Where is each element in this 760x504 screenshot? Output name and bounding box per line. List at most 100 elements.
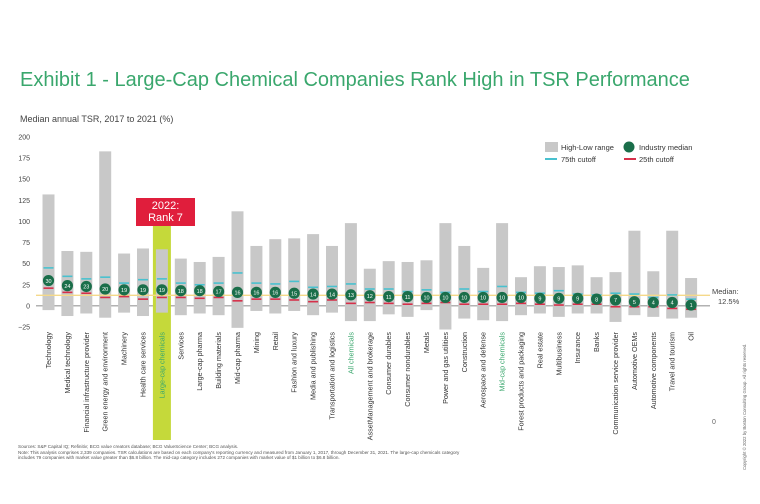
range-bar-real-estate — [533, 266, 546, 314]
legend-range-label: High-Low range — [561, 143, 614, 152]
median-value-consumer-durables: 11 — [386, 295, 392, 301]
x-label-services: Services — [176, 332, 185, 360]
x-label-large-cap-chemicals: Large-cap chemicals — [157, 332, 166, 399]
x-label-automotive-components: Automotive components — [649, 332, 658, 410]
median-value-all-chemicals: 13 — [348, 293, 354, 299]
median-value-large-cap-pharma: 18 — [197, 289, 203, 295]
source-notes: Sources: S&P Capital IQ; Refinitiv; BCG … — [18, 444, 658, 461]
legend-range-swatch — [545, 142, 558, 152]
rank-callout-line2: Rank 7 — [148, 212, 183, 224]
median-value-automotive-components: 4 — [652, 301, 655, 307]
median-dot-retail — [269, 286, 281, 298]
median-dot-travel-and-tourism — [666, 296, 678, 309]
median-dot-large-cap-chemicals — [156, 284, 168, 296]
median-value-construction: 10 — [461, 296, 467, 302]
range-bar-insurance — [571, 265, 584, 314]
median-value-green-energy-and-environment: 20 — [102, 287, 108, 293]
x-label-forest-products-and-packaging: Forest products and packaging — [517, 332, 526, 431]
copyright: Copyright © 2022 by Boston Consulting Gr… — [742, 343, 747, 470]
median-dot-large-cap-pharma — [194, 285, 206, 297]
rank-callout-box — [136, 198, 195, 226]
range-bar-large-cap-chemicals — [155, 249, 168, 313]
y-tick-label: 25 — [22, 282, 30, 289]
x-label-retail: Retail — [271, 332, 280, 351]
median-dot-multibusiness — [553, 292, 565, 304]
notes-line-1: Sources: S&P Capital IQ; Refinitiv; BCG … — [18, 444, 239, 449]
range-bar-travel-and-tourism — [666, 230, 679, 319]
notes-line-2: Note: This analysis comprises 2,339 comp… — [18, 449, 460, 455]
median-value-transportation-and-logistics: 14 — [329, 292, 335, 298]
x-label-large-cap-pharma: Large-cap pharma — [195, 332, 204, 391]
range-bar-construction — [458, 245, 471, 319]
median-value-services: 18 — [178, 289, 184, 295]
x-label-aerospace-and-defense: Aerospace and defense — [479, 332, 488, 408]
median-dot-banks — [591, 293, 603, 305]
legend-p25-label: 25th cutoff — [639, 155, 675, 164]
y-tick-label: 125 — [18, 198, 30, 205]
median-value-technology: 30 — [45, 279, 51, 285]
median-value-travel-and-tourism: 4 — [671, 301, 674, 307]
median-value-health-care-services: 19 — [140, 288, 146, 294]
median-dot-mining — [250, 286, 262, 298]
median-dot-technology — [42, 274, 55, 287]
x-label-banks: Banks — [592, 332, 601, 352]
range-bar-consumer-nondurables — [401, 261, 414, 317]
x-label-building-materials: Building materials — [214, 332, 223, 389]
x-label-travel-and-tourism: Travel and tourism — [668, 332, 677, 391]
median-value-fashion-and-luxury: 15 — [291, 291, 297, 297]
y-tick-label: 175 — [18, 156, 30, 163]
median-dot-forest-products-and-packaging — [515, 291, 527, 304]
rank-callout-line1: 2022: — [152, 200, 180, 212]
median-dot-insurance — [572, 292, 584, 304]
y-tick-label: −25 — [18, 325, 30, 332]
notes-line-3: includes 79 companies with market value … — [18, 455, 340, 461]
median-value-automotive-oems: 5 — [633, 300, 636, 306]
x-label-medical-technology: Medical technology — [63, 332, 72, 394]
median-dot-consumer-nondurables — [402, 291, 414, 303]
y-tick-label: 200 — [18, 135, 30, 142]
median-value-large-cap-chemicals: 19 — [159, 288, 165, 294]
median-label-line2: 12.5% — [718, 297, 740, 306]
median-value-oil: 1 — [690, 303, 693, 309]
x-label-mining: Mining — [252, 332, 261, 353]
x-label-fashion-and-luxury: Fashion and luxury — [290, 332, 299, 393]
median-label-line1: Median: — [712, 287, 739, 296]
median-value-forest-products-and-packaging: 10 — [518, 296, 524, 302]
median-dot-automotive-components — [647, 296, 659, 309]
page-title: Exhibit 1 - Large-Cap Chemical Companies… — [20, 69, 690, 91]
median-dot-fashion-and-luxury — [288, 287, 300, 299]
x-axis-labels: Technology Medical technology Financial in… — [44, 331, 696, 440]
x-label-automotive-oems: Automotive OEMs — [630, 332, 639, 390]
median-dot-construction — [458, 291, 470, 304]
median-value-banks: 8 — [595, 297, 598, 303]
x-label-consumer-nondurables: Consumer nondurables — [403, 332, 412, 407]
range-bar-transportation-and-logistics — [326, 245, 338, 313]
range-bar-mid-cap-chemicals — [496, 223, 509, 322]
page-number: 0 — [712, 419, 716, 426]
range-bar-mining — [250, 245, 263, 311]
median-dot-health-care-services — [137, 284, 149, 296]
range-bar-all-chemicals — [344, 223, 357, 322]
median-dot-real-estate — [534, 292, 546, 304]
x-label-media-and-publishing: Media and publishing — [309, 332, 318, 400]
median-value-multibusiness: 9 — [557, 296, 560, 302]
x-label-oil: Oil — [687, 332, 696, 341]
x-label-multibusiness: Multibusiness — [554, 332, 563, 376]
range-bar-consumer-durables — [382, 261, 395, 315]
x-label-technology: Technology — [44, 332, 53, 369]
range-bar-mid-cap-pharma — [231, 211, 244, 328]
median-value-aerospace-and-defense: 10 — [480, 296, 486, 302]
range-bar-oil — [685, 278, 698, 318]
legend-median-label: Industry median — [639, 143, 692, 152]
x-label-communication-service-provider: Communication service provider — [611, 331, 620, 434]
range-bar-automotive-components — [647, 271, 660, 317]
y-tick-label: 100 — [18, 219, 30, 226]
x-label-mid-cap-pharma: Mid-cap pharma — [233, 332, 242, 384]
median-dot-power-and-gas-utilities — [439, 291, 451, 304]
x-label-mid-cap-chemicals: Mid-cap chemicals — [498, 332, 507, 392]
median-dot-all-chemicals — [345, 289, 357, 301]
median-value-mining: 16 — [253, 291, 259, 297]
x-label-financial-infrastructure-provider: Financial infrastructure provider — [82, 331, 91, 432]
